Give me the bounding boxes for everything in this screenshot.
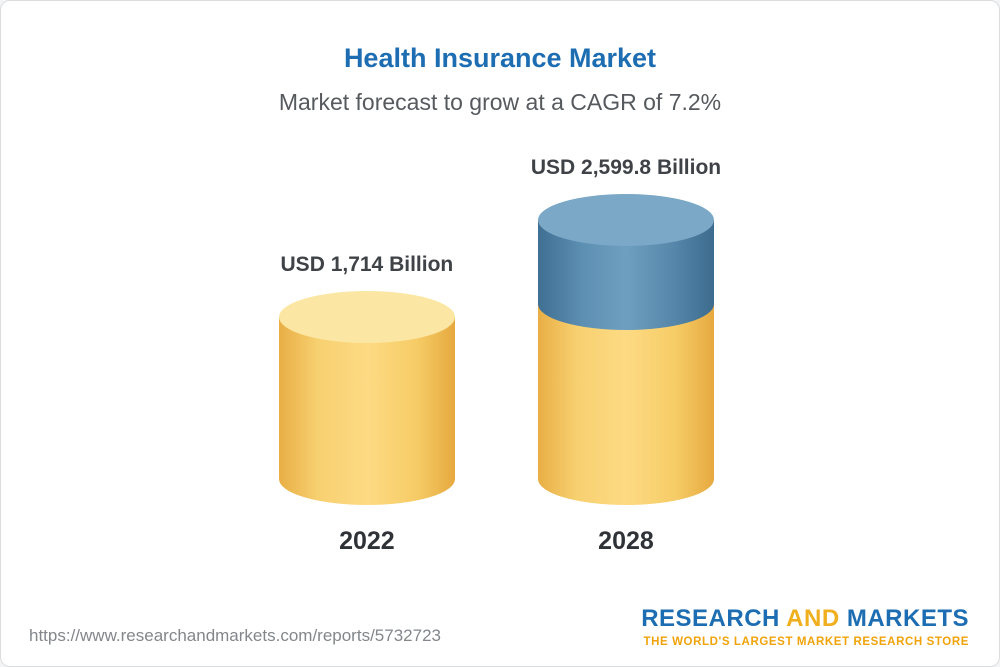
chart-subtitle: Market forecast to grow at a CAGR of 7.2…	[278, 89, 722, 115]
report-url: https://www.researchandmarkets.com/repor…	[29, 626, 441, 645]
bar-shadow	[523, 483, 744, 517]
logo-tagline: THE WORLD'S LARGEST MARKET RESEARCH STOR…	[643, 636, 969, 648]
bar-2028-growth-segment	[537, 194, 714, 330]
chart-title: Health Insurance Market	[343, 43, 657, 73]
logo-wordmark: RESEARCH AND MARKETS	[641, 605, 969, 633]
bar-shadow	[264, 483, 485, 517]
bar-2028	[523, 194, 744, 517]
value-label-2028: USD 2,599.8 Billion	[530, 156, 722, 179]
logo-word-research: RESEARCH	[641, 605, 780, 632]
bar-group-2022: USD 1,714 Billion 2022	[264, 253, 485, 556]
cylinder-top-2022	[278, 291, 455, 343]
x-axis-label-2022: 2022	[339, 527, 395, 555]
x-axis-label-2028: 2028	[598, 527, 654, 555]
value-label-2022: USD 1,714 Billion	[280, 253, 454, 276]
bar-chart: USD 1,714 Billion 2022 USD 2,599.8 Billi…	[1, 156, 999, 556]
cylinder-top-2028	[537, 194, 714, 246]
bar-group-2028: USD 2,599.8 Billion 2028	[523, 156, 744, 556]
logo-word-and: AND	[786, 605, 840, 632]
research-and-markets-logo: RESEARCH AND MARKETS THE WORLD'S LARGEST…	[641, 605, 969, 648]
logo-word-markets: MARKETS	[846, 605, 969, 632]
bar-2022	[264, 291, 485, 517]
